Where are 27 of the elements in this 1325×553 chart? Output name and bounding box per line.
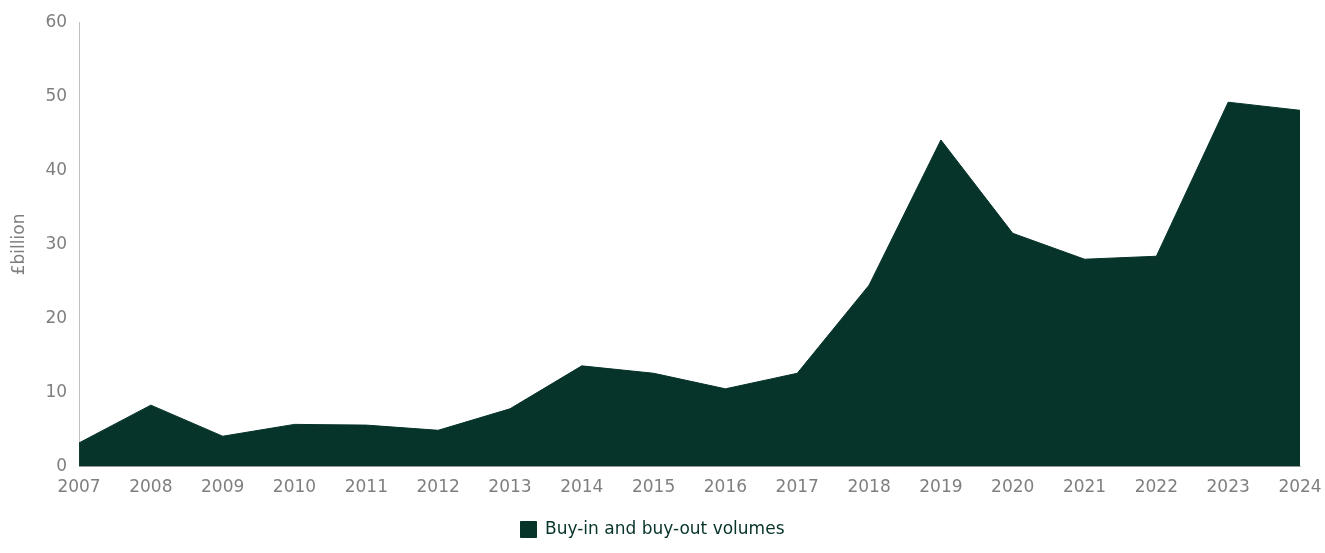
y-axis-title: £billion [7,213,28,276]
y-tick-label: 0 [56,455,68,476]
y-tick-label: 40 [45,158,68,179]
x-tick-label: 2011 [344,476,388,497]
x-tick-label: 2015 [631,476,676,497]
x-tick-label: 2012 [416,476,460,497]
x-tick-label: 2016 [703,476,748,497]
y-tick-label: 60 [45,10,68,31]
x-tick-label: 2022 [1134,476,1178,497]
x-tick-label: 2021 [1062,476,1107,497]
x-tick-label: 2020 [991,476,1035,497]
y-tick-label: 10 [45,380,68,401]
x-tick-label: 2014 [560,476,604,497]
legend-label: Buy-in and buy-out volumes [545,517,785,538]
x-tick-label: 2023 [1206,476,1250,497]
x-tick-label: 2013 [488,476,532,497]
x-tick-label: 2009 [201,476,245,497]
x-tick-label: 2010 [272,476,317,497]
x-tick-label: 2018 [847,476,891,497]
y-tick-label: 50 [45,84,68,105]
x-tick-label: 2017 [775,476,819,497]
y-tick-label: 20 [45,306,68,327]
y-tick-label: 30 [45,232,68,253]
x-tick-label: 2007 [57,476,101,497]
x-tick-label: 2008 [129,476,173,497]
x-tick-label: 2024 [1278,476,1322,497]
x-tick-label: 2019 [919,476,963,497]
